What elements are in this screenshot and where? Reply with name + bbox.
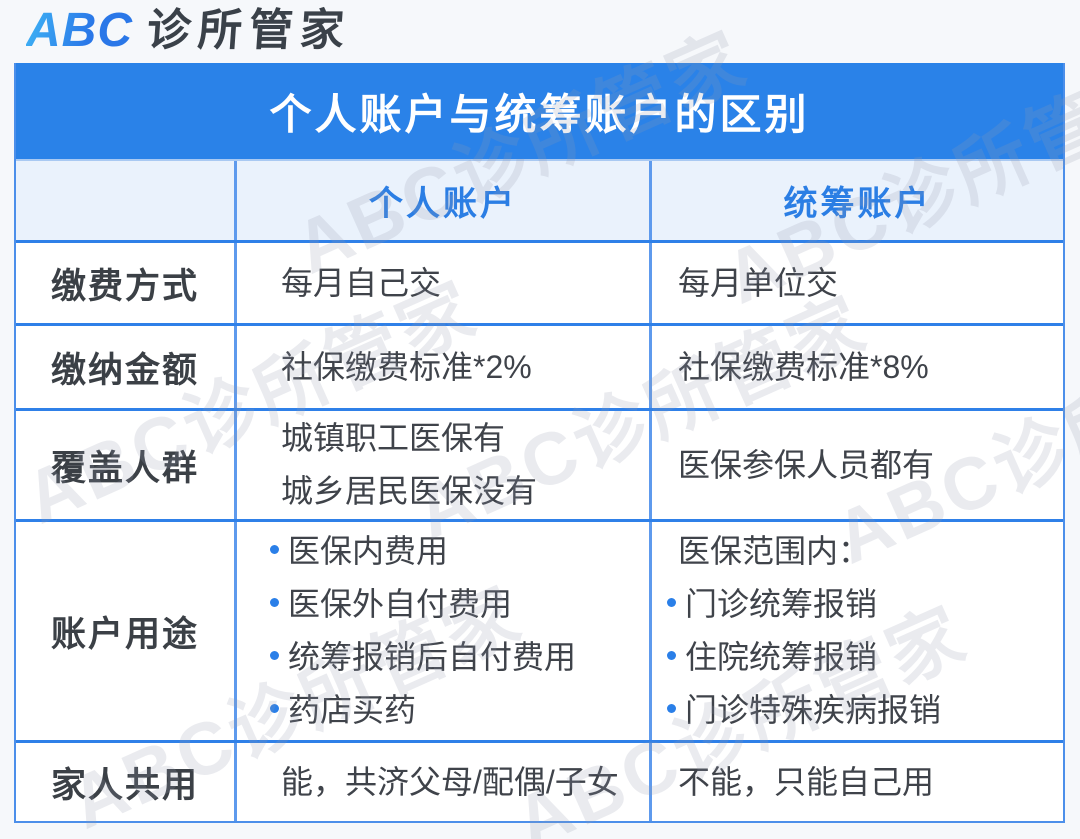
cell-text: 城镇职工医保有 xyxy=(281,420,506,456)
cell-text: 医保范围内： xyxy=(678,533,871,569)
cell-line: 社保缴费标准*8% xyxy=(678,341,1063,394)
table-title-bar: 个人账户与统筹账户的区别 xyxy=(16,63,1063,159)
pooled-account-cell: 社保缴费标准*8% xyxy=(649,326,1063,408)
cell-text: 医保内费用 xyxy=(288,533,449,569)
logo-abc-text: ABC xyxy=(26,4,133,57)
cell-line: 医保外自付费用 xyxy=(270,578,649,631)
bullet-dot-icon xyxy=(667,651,676,661)
header-empty-cell xyxy=(16,161,234,240)
cell-line: 药店买药 xyxy=(270,684,649,737)
bullet-dot-icon xyxy=(667,704,676,714)
cell-text: 每月自己交 xyxy=(281,264,442,301)
personal-account-cell: 能，共济父母/配偶/子女 xyxy=(234,743,649,821)
cell-text: 统筹报销后自付费用 xyxy=(288,639,577,675)
cell-text: 社保缴费标准*2% xyxy=(281,348,532,385)
row-label: 覆盖人群 xyxy=(50,448,199,488)
cell-text: 药店买药 xyxy=(288,692,417,728)
pooled-account-cell: 医保范围内： 门诊统筹报销 住院统筹报销门诊特殊疾病报销 xyxy=(649,522,1063,740)
bullet-dot-icon xyxy=(270,545,279,555)
cell-line: 医保参保人员都有 xyxy=(678,439,1063,492)
cell-text: 不能，只能自己用 xyxy=(678,763,935,800)
bullet-dot-icon xyxy=(667,598,676,608)
bullet-dot-icon xyxy=(270,704,279,714)
pooled-account-cell: 医保参保人员都有 xyxy=(649,411,1063,519)
header-personal-account: 个人账户 xyxy=(234,161,649,240)
personal-account-cell: 社保缴费标准*2% xyxy=(234,326,649,408)
cell-line: 能，共济父母/配偶/子女 xyxy=(281,756,649,809)
row-label: 账户用途 xyxy=(50,614,199,654)
cell-text: 门诊特殊疾病报销 xyxy=(685,692,942,728)
cell-line: 不能，只能自己用 xyxy=(678,756,1063,809)
table-title: 个人账户与统筹账户的区别 xyxy=(269,90,810,138)
cell-text: 门诊统筹报销 xyxy=(685,586,878,622)
logo-clinic-manager-text: 诊所管家 xyxy=(145,6,353,55)
row-label-cell: 覆盖人群 xyxy=(16,411,234,519)
row-label-cell: 缴费方式 xyxy=(16,243,234,323)
cell-line: 门诊统筹报销 xyxy=(667,578,1063,631)
row-label: 家人共用 xyxy=(50,765,199,805)
header-pooled-account: 统筹账户 xyxy=(649,161,1063,240)
personal-account-cell: 每月自己交 xyxy=(234,243,649,323)
cell-text: 能，共济父母/配偶/子女 xyxy=(281,763,619,800)
table-row: 缴费方式 每月自己交 每月单位交 xyxy=(16,240,1063,323)
cell-text: 城乡居民医保没有 xyxy=(281,473,538,509)
cell-line: 每月单位交 xyxy=(678,257,1063,310)
row-label-cell: 账户用途 xyxy=(16,522,234,740)
cell-line: 每月自己交 xyxy=(281,257,649,310)
cell-line: 统筹报销后自付费用 xyxy=(270,631,649,684)
bullet-dot-icon xyxy=(270,598,279,608)
pooled-account-cell: 每月单位交 xyxy=(649,243,1063,323)
table-row: 缴纳金额 社保缴费标准*2% 社保缴费标准*8% xyxy=(16,323,1063,408)
cell-line: 住院统筹报销 xyxy=(667,631,1063,684)
table-row: 覆盖人群 城镇职工医保有 城乡居民医保没有 医保参保人员都有 xyxy=(16,408,1063,519)
row-label-cell: 家人共用 xyxy=(16,743,234,821)
table-row: 家人共用 能，共济父母/配偶/子女 不能，只能自己用 xyxy=(16,740,1063,821)
app-logo: ABC 诊所管家 xyxy=(26,0,353,62)
table-row: 账户用途 医保内费用 医保外自付费用 统筹报销后自付费用 药店买药 医保范围内： 门诊统筹报… xyxy=(16,519,1063,740)
table-header-row: 个人账户 统筹账户 xyxy=(16,159,1063,240)
bullet-dot-icon xyxy=(270,651,279,661)
row-label: 缴纳金额 xyxy=(50,350,199,390)
cell-text: 每月单位交 xyxy=(678,264,839,301)
cell-line: 门诊特殊疾病报销 xyxy=(667,684,1063,737)
comparison-table: 个人账户与统筹账户的区别 个人账户 统筹账户 缴费方式 每月自己交 每月单位交缴纳金… xyxy=(14,63,1065,823)
row-label: 缴费方式 xyxy=(50,266,199,306)
cell-line: 城镇职工医保有 xyxy=(281,412,649,465)
cell-line: 医保内费用 xyxy=(270,525,649,578)
pooled-account-cell: 不能，只能自己用 xyxy=(649,743,1063,821)
cell-text: 医保参保人员都有 xyxy=(678,446,935,483)
personal-account-cell: 城镇职工医保有 城乡居民医保没有 xyxy=(234,411,649,519)
cell-line: 医保范围内： xyxy=(678,525,1063,578)
row-label-cell: 缴纳金额 xyxy=(16,326,234,408)
cell-line: 社保缴费标准*2% xyxy=(281,341,649,394)
cell-line: 城乡居民医保没有 xyxy=(281,465,649,518)
cell-text: 社保缴费标准*8% xyxy=(678,348,929,385)
cell-text: 住院统筹报销 xyxy=(685,639,878,675)
cell-text: 医保外自付费用 xyxy=(288,586,513,622)
table-body: 缴费方式 每月自己交 每月单位交缴纳金额 社保缴费标准*2% 社保缴费标准*8% 覆盖人群… xyxy=(16,240,1063,821)
personal-account-cell: 医保内费用医保外自付费用统筹报销后自付费用 药店买药 xyxy=(234,522,649,740)
